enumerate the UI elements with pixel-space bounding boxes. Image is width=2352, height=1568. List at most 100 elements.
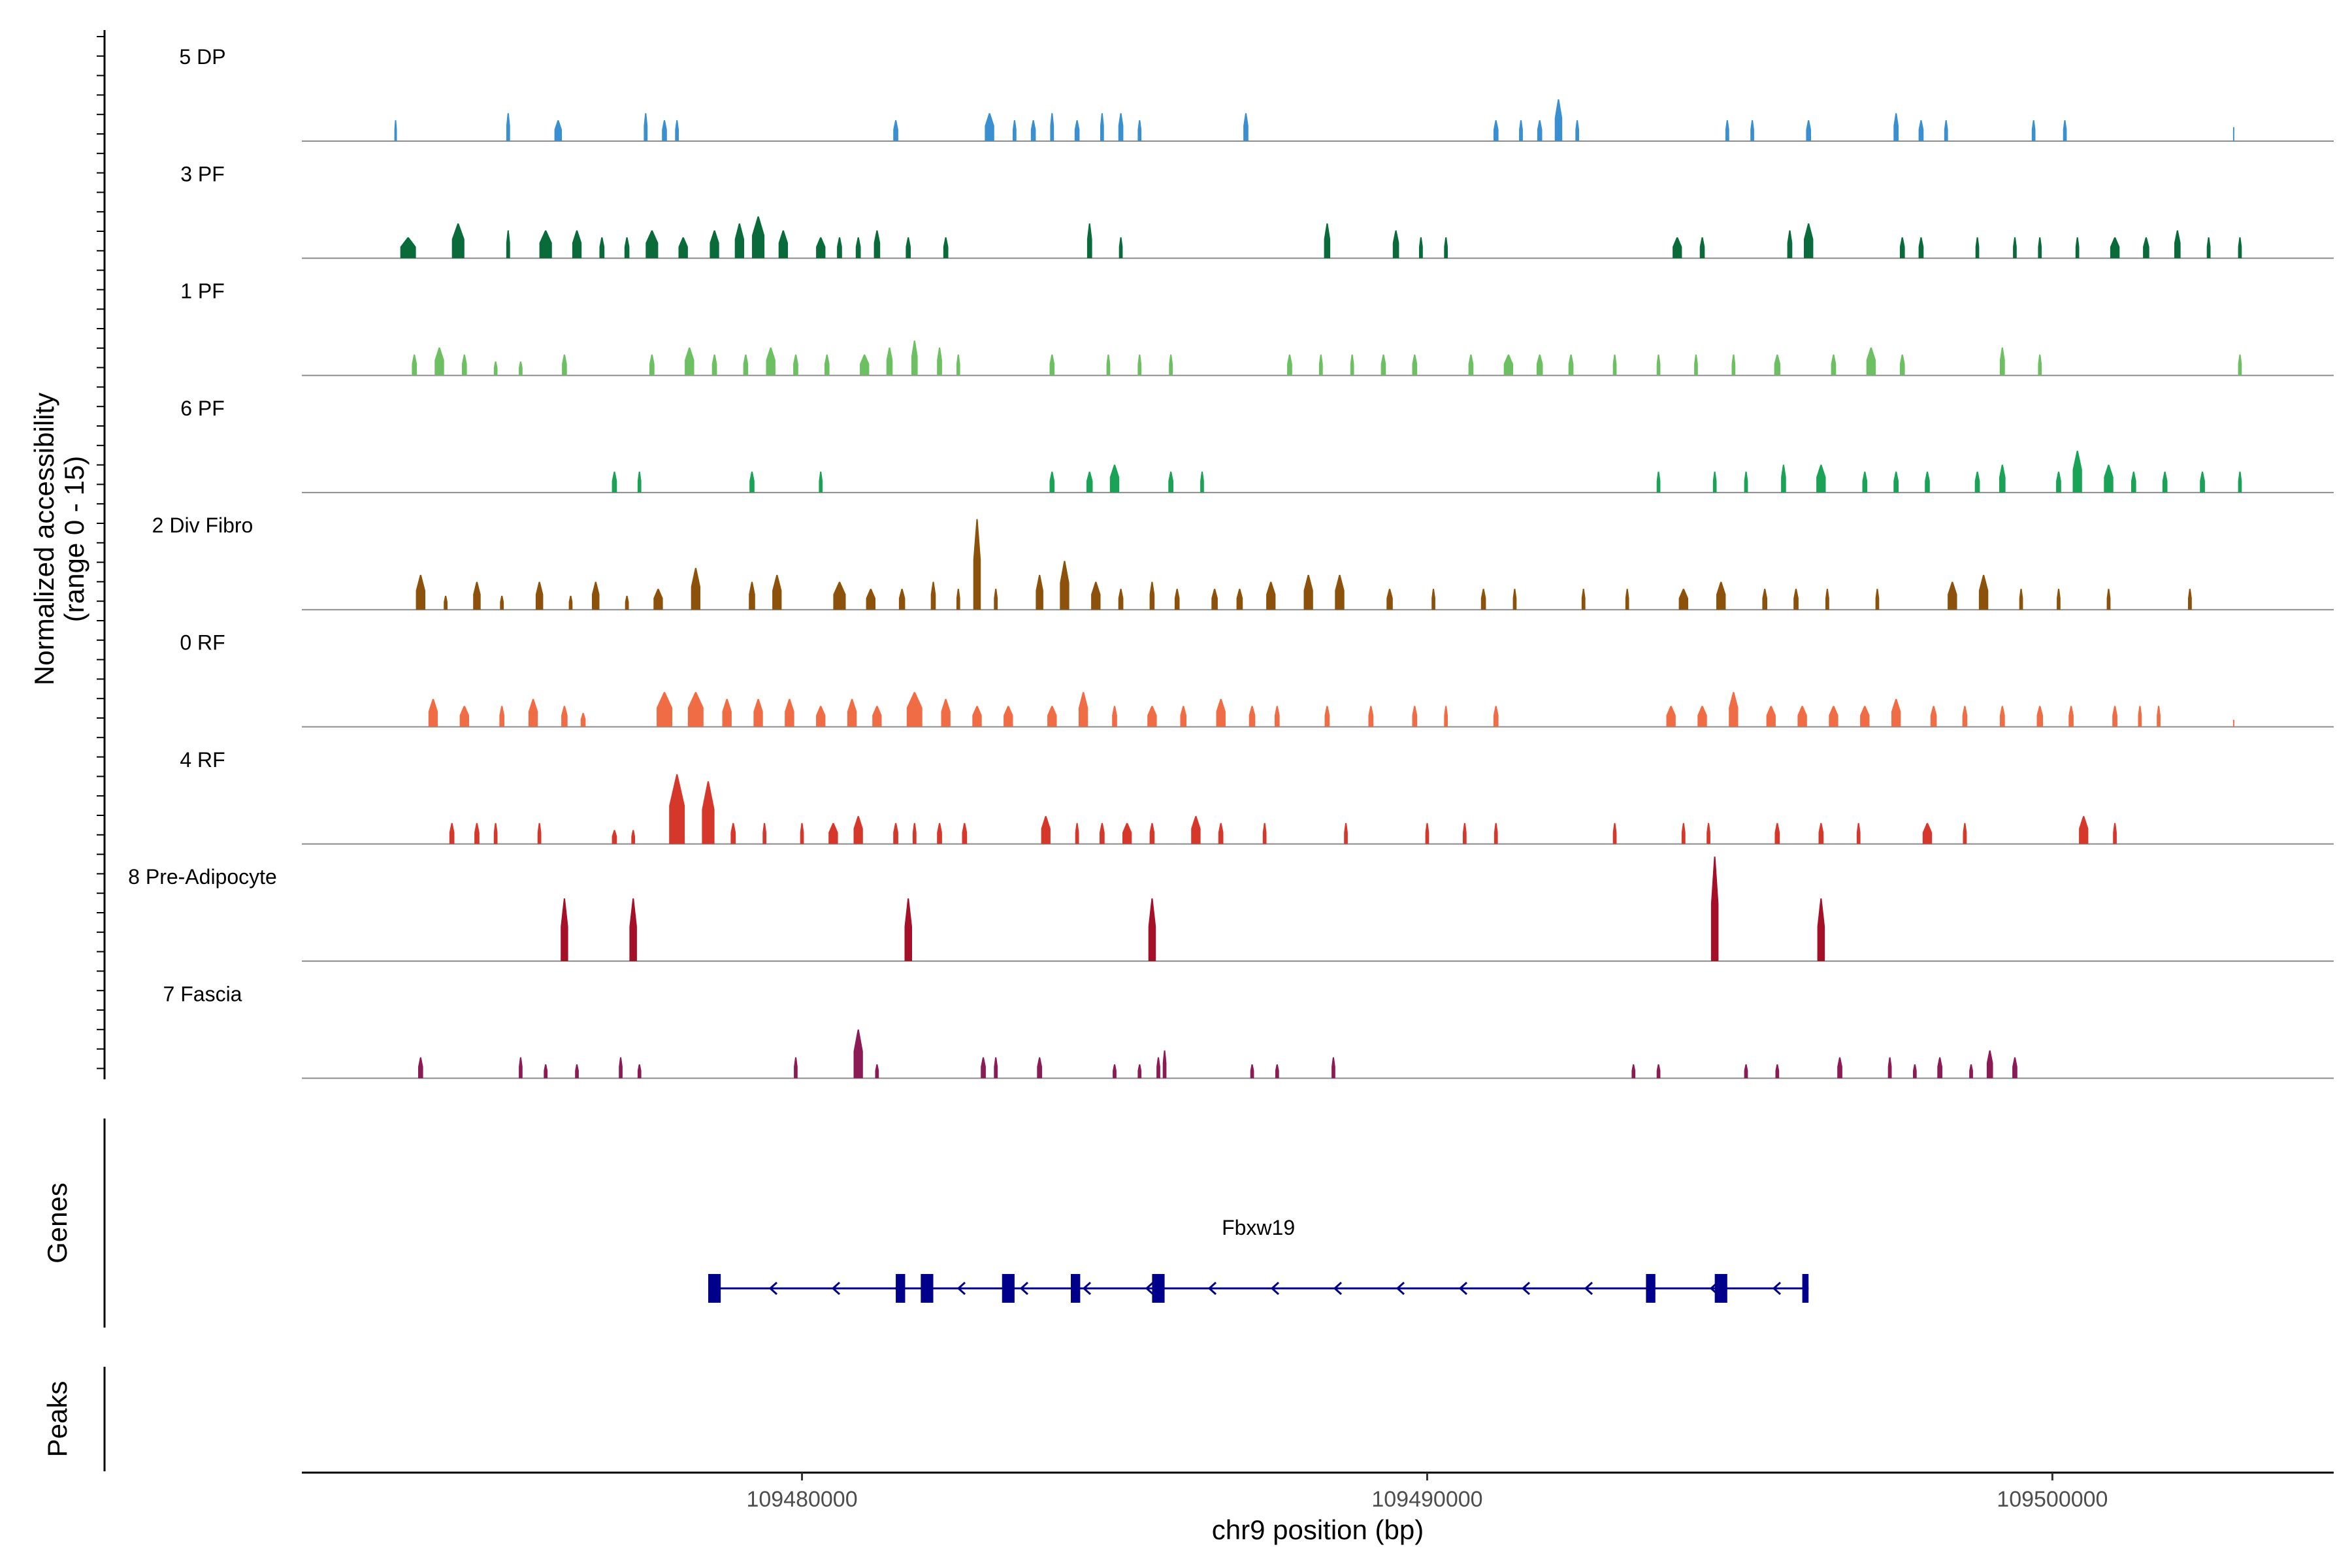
coverage-peak <box>1324 223 1331 259</box>
strand-arrow-icon <box>1019 1281 1029 1296</box>
coverage-peak <box>1086 223 1092 259</box>
coverage-peak <box>906 692 923 727</box>
coverage-peak <box>434 347 444 376</box>
coverage-peak <box>1137 354 1142 376</box>
coverage-peak <box>875 1064 879 1079</box>
coverage-peak <box>1148 898 1156 962</box>
coverage-peak <box>1368 706 1374 727</box>
coverage-peak <box>1893 471 1899 493</box>
coverage-peak <box>1568 354 1574 376</box>
coverage-peak <box>2038 237 2042 259</box>
coverage-peak <box>629 898 637 962</box>
coverage-peak <box>1494 823 1498 844</box>
coverage-peak <box>1200 471 1204 493</box>
x-tick-label: 109490000 <box>1371 1487 1482 1512</box>
coverage-peak <box>911 340 918 376</box>
coverage-peak <box>500 595 504 610</box>
coverage-peak <box>1716 581 1726 610</box>
coverage-peak <box>1431 589 1435 610</box>
coverage-peak <box>449 823 455 844</box>
coverage-peak <box>1969 1064 1973 1079</box>
coverage-peak <box>428 698 438 727</box>
coverage-peak <box>1493 706 1499 727</box>
coverage-peak <box>1468 354 1474 376</box>
coverage-peak <box>1804 223 1814 259</box>
coverage-peak <box>1694 354 1698 376</box>
coverage-peak <box>1712 471 1717 493</box>
coverage-peak <box>1236 589 1243 610</box>
coverage-peak <box>893 823 898 844</box>
coverage-peak <box>1673 237 1682 259</box>
strand-arrow-icon <box>1709 1281 1719 1296</box>
coverage-peak <box>1318 354 1323 376</box>
coverage-peak <box>2131 471 2136 493</box>
coverage-peak <box>833 581 846 610</box>
coverage-peak <box>1331 1057 1335 1079</box>
track-6-pf: 6 PF <box>180 397 2334 493</box>
coverage-peak <box>2106 589 2111 610</box>
coverage-peak <box>1147 706 1157 727</box>
coverage-peak <box>793 354 798 376</box>
coverage-peak <box>937 347 942 376</box>
coverage-peak <box>1725 120 1729 141</box>
coverage-peak <box>819 471 823 493</box>
coverage-peak <box>400 237 416 259</box>
coverage-peak <box>1887 1057 1892 1079</box>
coverage-peak <box>2031 120 2036 141</box>
coverage-peak <box>1948 581 1957 610</box>
coverage-peak <box>2112 706 2117 727</box>
y-axis-title: Normalized accessibility <box>29 393 59 685</box>
coverage-peak <box>1875 589 1880 610</box>
coverage-peak <box>1729 692 1739 727</box>
coverage-peak <box>637 1064 642 1079</box>
coverage-peak <box>1412 706 1418 727</box>
coverage-peak <box>459 706 469 727</box>
coverage-peak <box>394 120 397 141</box>
coverage-peak <box>1781 465 1786 493</box>
strand-arrow-icon <box>1458 1281 1468 1296</box>
gene-name-label: Fbxw19 <box>1222 1216 1295 1239</box>
coverage-peak <box>1156 1057 1160 1079</box>
coverage-peak <box>816 237 826 259</box>
coverage-peak <box>1118 113 1124 141</box>
coverage-peak <box>800 823 804 844</box>
coverage-peak <box>619 1057 623 1079</box>
coverage-peak <box>1112 706 1117 727</box>
strand-arrow-icon <box>1646 1281 1656 1296</box>
gene-exon <box>1071 1274 1081 1303</box>
coverage-peak <box>1710 857 1719 962</box>
track-label: 8 Pre-Adipocyte <box>128 865 277 889</box>
coverage-peak <box>1793 589 1799 610</box>
coverage-peak <box>794 1057 798 1079</box>
coverage-peak <box>1681 823 1686 844</box>
coverage-peak <box>1986 1050 1993 1079</box>
coverage-peak <box>2063 120 2067 141</box>
coverage-peak <box>416 574 425 610</box>
coverage-peak <box>930 581 936 610</box>
coverage-peak <box>2038 354 2042 376</box>
track-8-pre-adipocyte: 8 Pre-Adipocyte <box>128 857 2334 962</box>
coverage-peak <box>1774 354 1781 376</box>
coverage-peak <box>1750 120 1754 141</box>
strand-arrow-icon <box>1396 1281 1405 1296</box>
coverage-peak <box>1075 823 1079 844</box>
x-tick-label: 109500000 <box>1997 1487 2108 1512</box>
track-label: 1 PF <box>180 280 225 303</box>
coverage-peak <box>1656 354 1661 376</box>
coverage-peak <box>675 120 679 141</box>
coverage-peak <box>1249 706 1256 727</box>
coverage-peak <box>994 589 998 610</box>
coverage-peak <box>1860 706 1870 727</box>
coverage-peak <box>1004 706 1013 727</box>
coverage-peak <box>1060 561 1070 610</box>
coverage-peak <box>1666 706 1676 727</box>
coverage-peak <box>493 361 498 376</box>
coverage-peak <box>766 347 776 376</box>
coverage-peak <box>528 698 538 727</box>
coverage-peak <box>687 692 704 727</box>
coverage-peak <box>2036 706 2043 727</box>
coverage-peak <box>580 713 586 727</box>
coverage-peak <box>1218 823 1224 844</box>
coverage-peak <box>886 347 893 376</box>
coverage-peak <box>539 230 552 259</box>
